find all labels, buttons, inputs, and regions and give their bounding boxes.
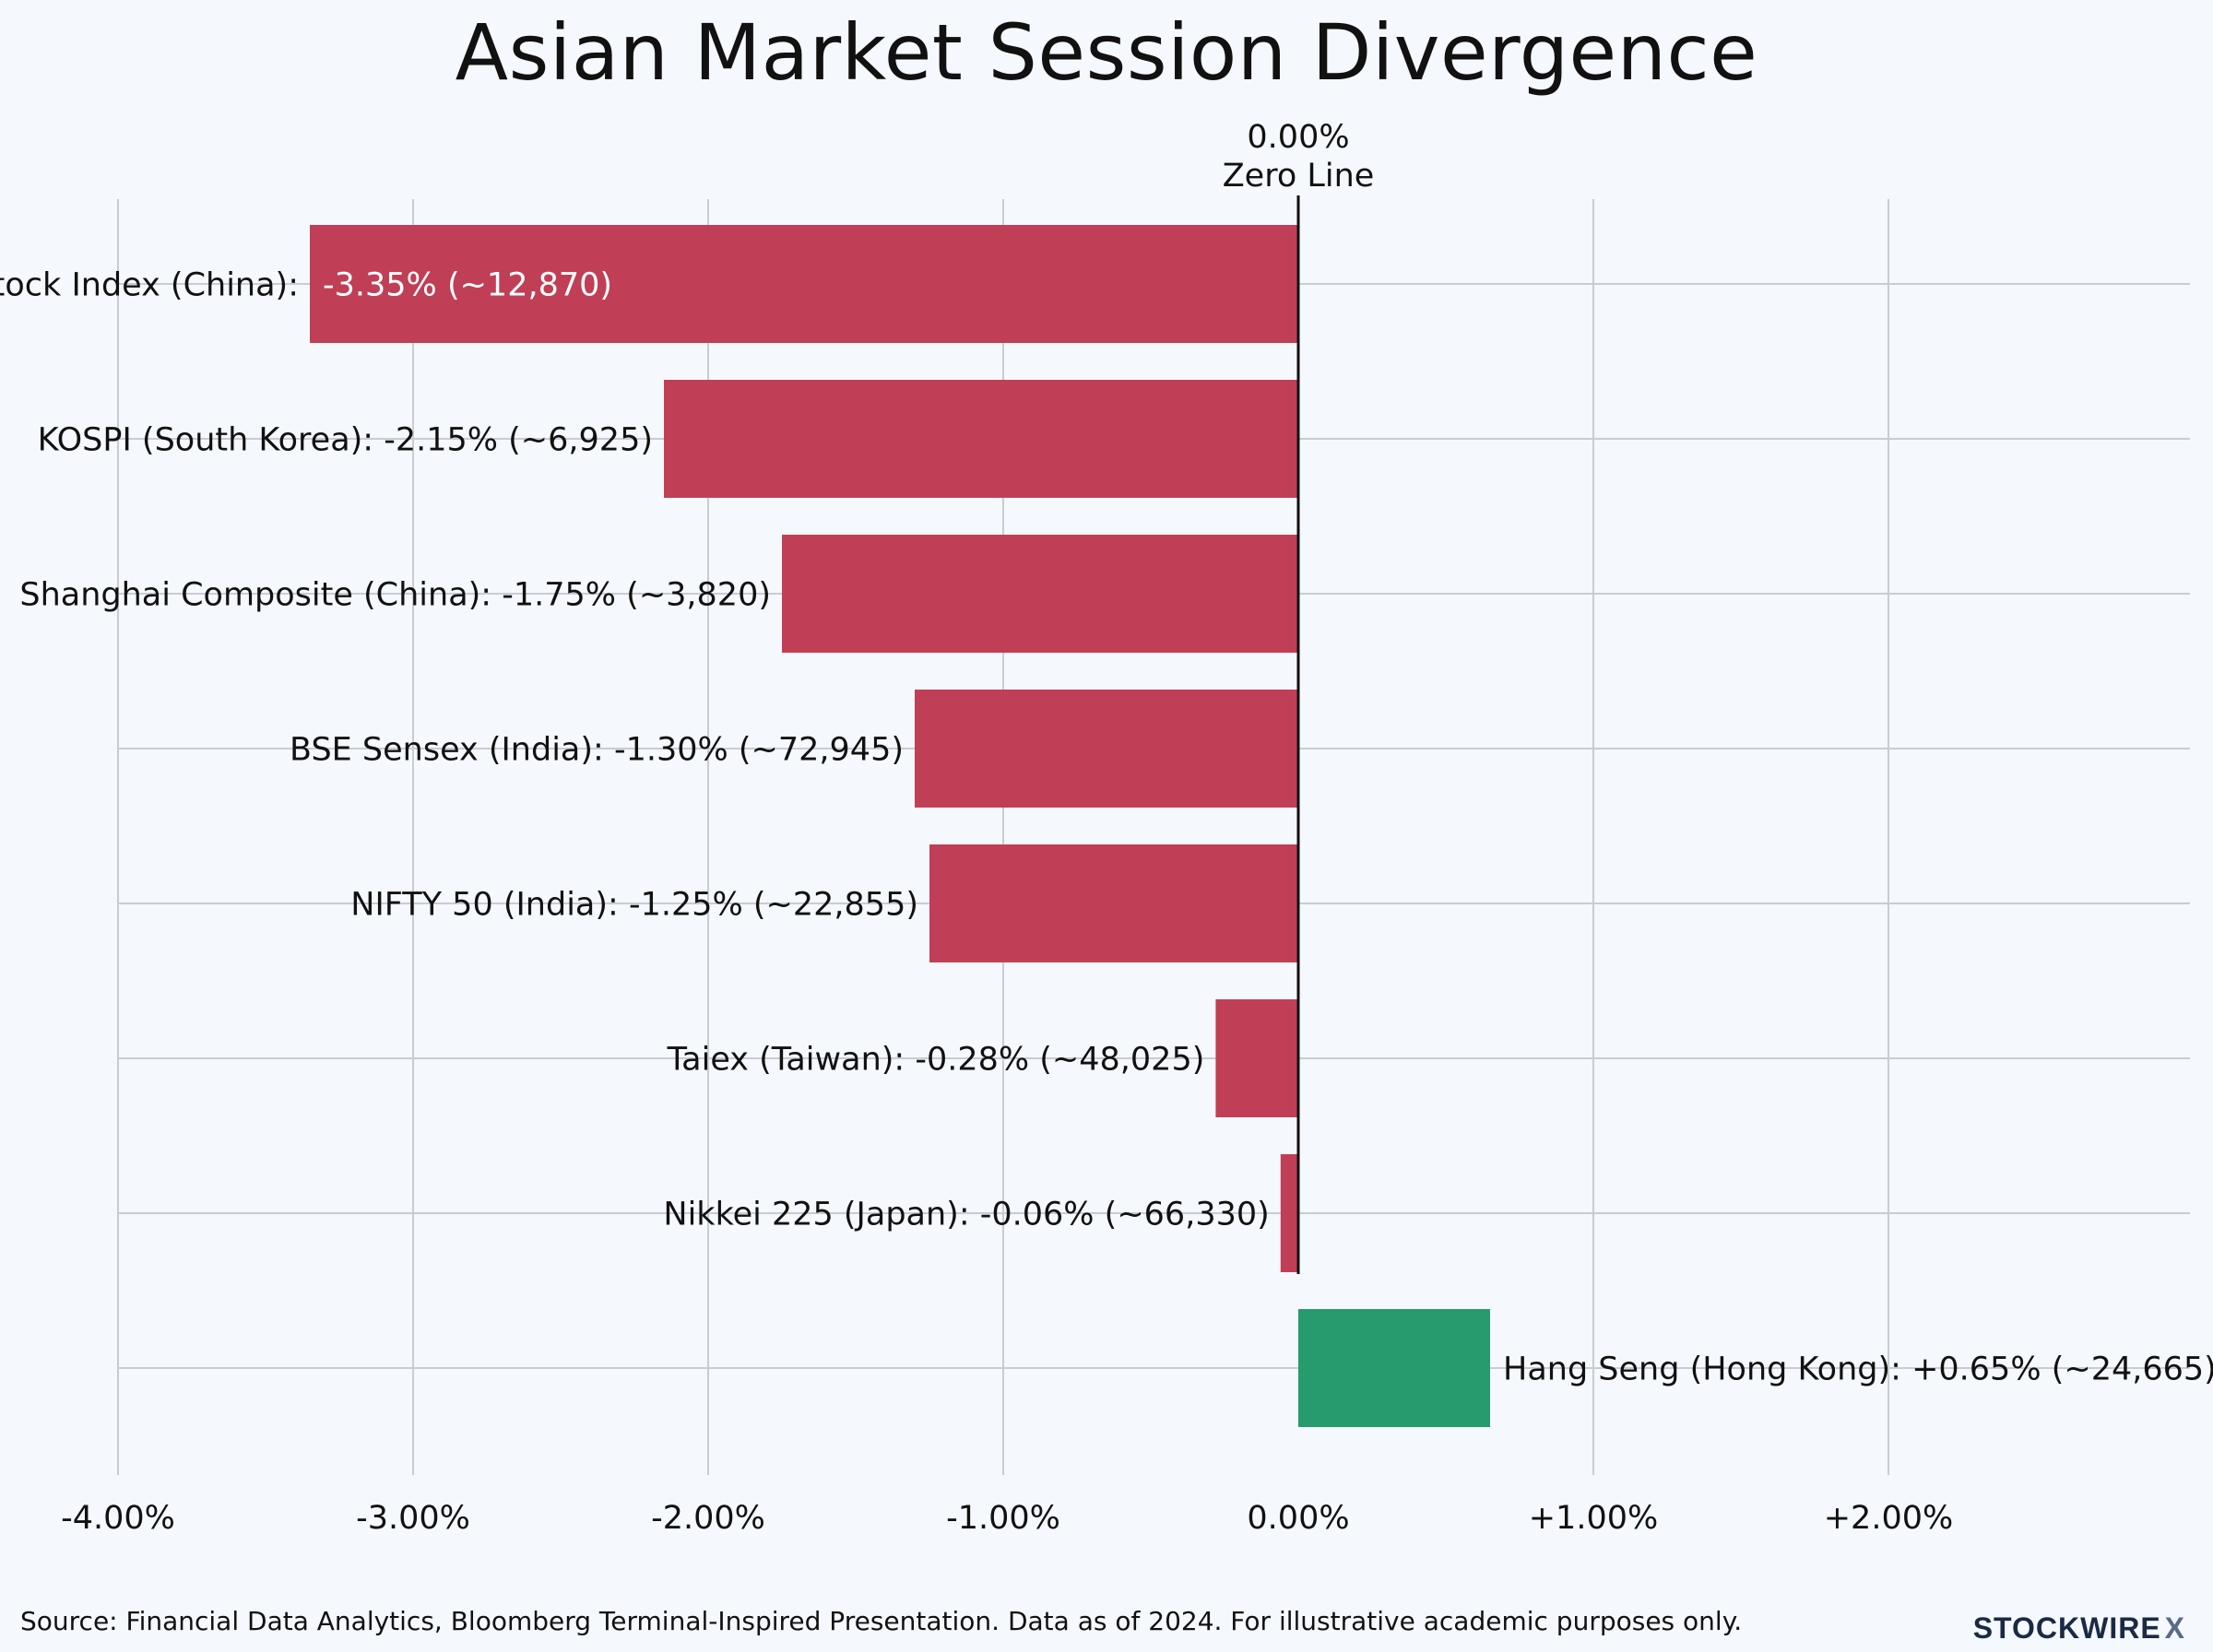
source-note: Source: Financial Data Analytics, Bloomb… [20, 1606, 1743, 1636]
bar [1215, 999, 1298, 1117]
bar-labels: Shenzhen Stock Index (China): -3.35% (~12… [0, 267, 2213, 1388]
x-tick-label: +1.00% [1529, 1500, 1659, 1537]
x-tick-label: -1.00% [946, 1500, 1060, 1537]
bar-label: Hang Seng (Hong Kong): +0.65% (~24,665) [1503, 1351, 2213, 1388]
x-tick-label: 0.00% [1247, 1500, 1349, 1537]
bar [929, 844, 1298, 962]
bar-label: BSE Sensex (India): -1.30% (~72,945) [290, 732, 904, 769]
x-tick-label: -3.00% [356, 1500, 470, 1537]
zero-line-value-label: 0.00% [1247, 119, 1349, 156]
bar-label: NIFTY 50 (India): -1.25% (~22,855) [350, 887, 918, 924]
bar-value-label: -3.35% (~12,870) [323, 267, 612, 304]
bar [915, 690, 1298, 808]
chart-title: Asian Market Session Divergence [455, 7, 1758, 98]
bars [310, 225, 1490, 1427]
x-tick-label: +2.00% [1824, 1500, 1954, 1537]
bar-label: Shenzhen Stock Index (China): [0, 267, 299, 304]
bar [1280, 1154, 1298, 1272]
bar [782, 535, 1298, 653]
zero-line-caption: Zero Line [1223, 158, 1375, 195]
x-tick-label: -4.00% [61, 1500, 175, 1537]
bar [310, 225, 1298, 343]
bar [664, 380, 1298, 498]
x-tick-label: -2.00% [651, 1500, 765, 1537]
bar-label: Shanghai Composite (China): -1.75% (~3,8… [19, 577, 771, 614]
bar-label: Nikkei 225 (Japan): -0.06% (~66,330) [663, 1197, 1269, 1233]
bar [1298, 1309, 1490, 1427]
bar-label: KOSPI (South Korea): -2.15% (~6,925) [38, 422, 653, 459]
zero-line-group: 0.00% Zero Line [1223, 119, 1375, 1274]
brand-name: STOCKWIRE [1972, 1611, 2161, 1645]
bar-label: Taiex (Taiwan): -0.28% (~48,025) [667, 1042, 1205, 1079]
brand-logo: STOCKWIRE X [1973, 1611, 2185, 1646]
brand-mark: X [2164, 1611, 2185, 1645]
x-axis-tick-labels: -4.00% -3.00% -2.00% -1.00% 0.00% +1.00% +2.00… [61, 1500, 1953, 1537]
